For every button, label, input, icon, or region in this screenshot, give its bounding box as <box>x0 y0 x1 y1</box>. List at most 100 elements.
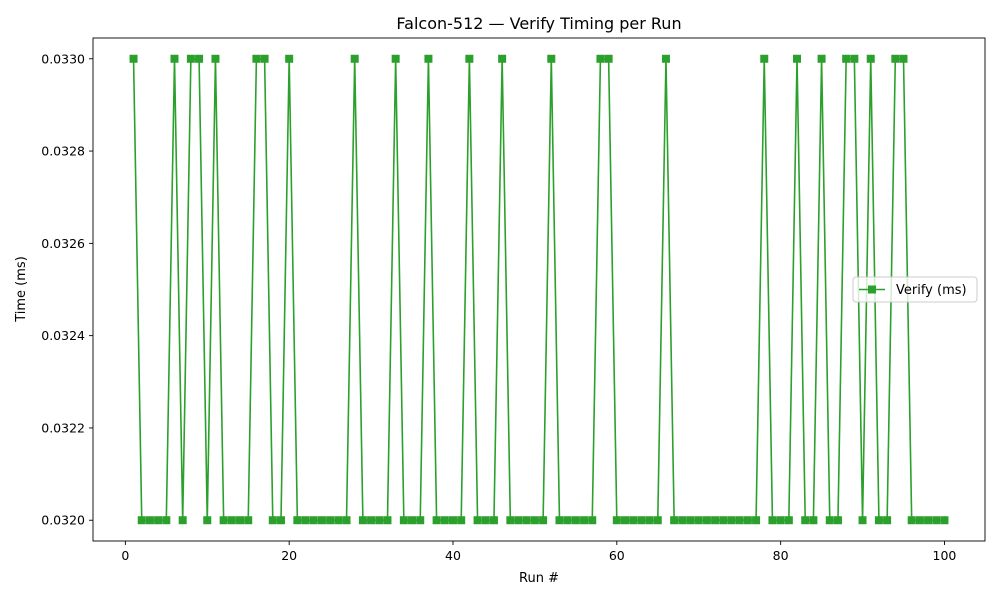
data-point <box>219 516 228 525</box>
data-point <box>850 54 859 63</box>
x-tick-label: 20 <box>281 548 297 563</box>
data-point <box>727 516 736 525</box>
y-tick-label: 0.0328 <box>41 144 85 159</box>
x-tick-label: 60 <box>609 548 625 563</box>
data-point <box>711 516 720 525</box>
legend-marker <box>868 285 876 294</box>
data-point <box>793 54 802 63</box>
data-point <box>825 516 834 525</box>
data-point <box>186 54 195 63</box>
data-point <box>907 516 916 525</box>
data-point <box>629 516 638 525</box>
data-point <box>539 516 548 525</box>
data-point <box>178 516 187 525</box>
y-axis-label: Time (ms) <box>14 256 29 323</box>
data-point <box>342 516 351 525</box>
data-point <box>580 516 589 525</box>
data-point <box>301 516 310 525</box>
data-point <box>326 516 335 525</box>
data-point <box>547 54 556 63</box>
data-point <box>489 516 498 525</box>
data-point <box>883 516 892 525</box>
legend-box <box>852 276 978 303</box>
data-point <box>752 516 761 525</box>
data-point <box>743 516 752 525</box>
data-point <box>940 516 949 525</box>
data-point <box>260 54 269 63</box>
data-point <box>915 516 924 525</box>
data-point <box>817 54 826 63</box>
data-point <box>899 54 908 63</box>
data-point <box>317 516 326 525</box>
data-point <box>293 516 302 525</box>
data-point <box>637 516 646 525</box>
data-point <box>661 54 670 63</box>
data-point <box>416 516 425 525</box>
data-point <box>399 516 408 525</box>
data-point <box>129 54 138 63</box>
data-point <box>686 516 695 525</box>
data-point <box>154 516 163 525</box>
data-point <box>645 516 654 525</box>
data-point <box>596 54 605 63</box>
data-point <box>473 516 482 525</box>
data-point <box>170 54 179 63</box>
data-point <box>760 54 769 63</box>
data-point <box>612 516 621 525</box>
data-point <box>874 516 883 525</box>
data-point <box>408 516 417 525</box>
data-point <box>604 54 613 63</box>
data-point <box>162 516 171 525</box>
data-point <box>268 516 277 525</box>
axes-frame <box>92 37 986 542</box>
data-point <box>776 516 785 525</box>
y-tick-label: 0.0326 <box>41 236 85 251</box>
data-point <box>530 516 539 525</box>
data-point <box>334 516 343 525</box>
data-point <box>358 516 367 525</box>
data-point <box>211 54 220 63</box>
data-point <box>653 516 662 525</box>
data-point <box>670 516 679 525</box>
axes: 0 20 40 60 80 100 0.0320 0.0322 0.0324 0.0326 0.03… <box>41 51 956 563</box>
data-point <box>514 516 523 525</box>
x-tick-label: 80 <box>773 548 789 563</box>
data-point <box>563 516 572 525</box>
data-point <box>694 516 703 525</box>
data-point <box>498 54 507 63</box>
data-point <box>244 516 253 525</box>
data-point <box>858 516 867 525</box>
data-point <box>350 54 359 63</box>
legend: Verify (ms) <box>852 276 978 303</box>
y-tick-label: 0.0330 <box>41 51 85 66</box>
data-point <box>285 54 294 63</box>
data-point <box>866 54 875 63</box>
data-point <box>252 54 261 63</box>
data-point <box>195 54 204 63</box>
legend-label: Verify (ms) <box>896 283 967 298</box>
y-tick-label: 0.0324 <box>41 328 85 343</box>
data-point <box>506 516 515 525</box>
x-tick-label: 100 <box>933 548 957 563</box>
data-point <box>571 516 580 525</box>
y-tick-label: 0.0320 <box>41 513 85 528</box>
data-point <box>424 54 433 63</box>
data-point <box>309 516 318 525</box>
data-point <box>768 516 777 525</box>
data-point <box>924 516 933 525</box>
data-point <box>457 516 466 525</box>
data-point <box>678 516 687 525</box>
data-point <box>375 516 384 525</box>
data-point <box>481 516 490 525</box>
data-point <box>276 516 285 525</box>
data-point <box>621 516 630 525</box>
y-tick-label: 0.0322 <box>41 420 85 435</box>
data-point <box>383 516 392 525</box>
data-point <box>522 516 531 525</box>
data-point <box>432 516 441 525</box>
x-tick-label: 0 <box>121 548 129 563</box>
data-point <box>784 516 793 525</box>
data-point <box>801 516 810 525</box>
data-point <box>145 516 154 525</box>
